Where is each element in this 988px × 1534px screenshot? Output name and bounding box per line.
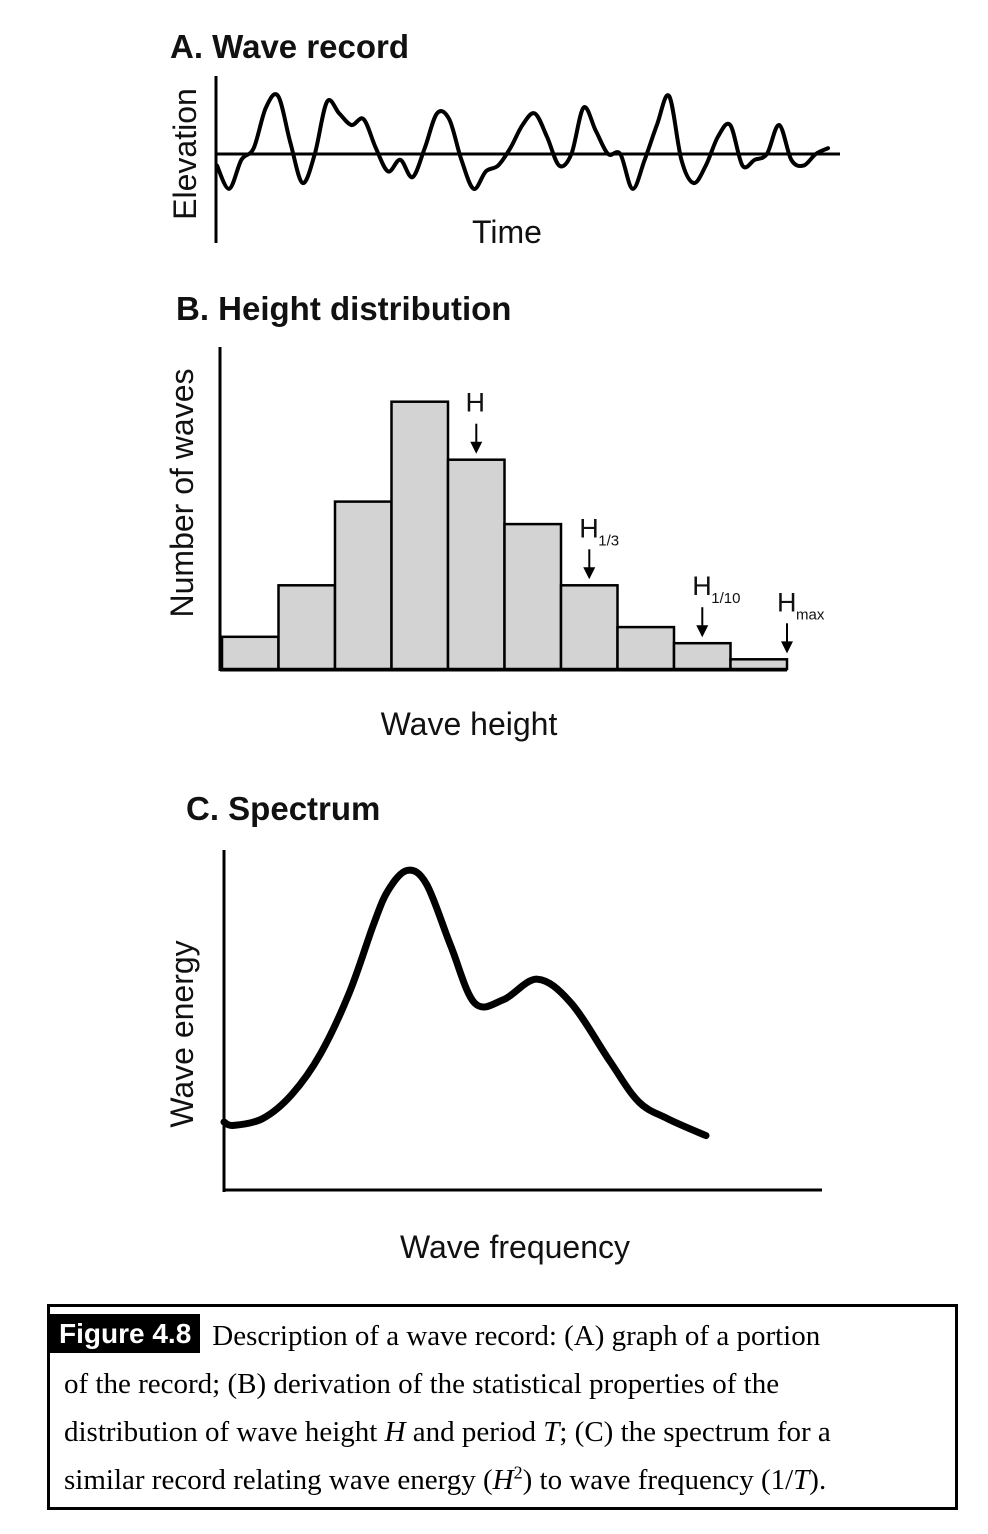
panel-b-y-label: Number of waves — [164, 369, 200, 618]
wave-record-line — [215, 92, 830, 191]
annotation-1-3: H 1/3 — [579, 513, 619, 580]
arrow-down-icon — [696, 625, 709, 638]
histogram-bar — [503, 522, 563, 671]
figure: A. Wave record Time Elevation B. Height … — [164, 28, 840, 1265]
annotation-label: H — [579, 513, 599, 543]
annotation-subscript: 1/3 — [598, 532, 619, 549]
figure-label: Figure 4.8 — [50, 1314, 201, 1353]
annotation-mean: H — [466, 388, 486, 454]
caption-line-2: of the record; (B) derivation of the sta… — [64, 1368, 780, 1400]
panel-c-y-label: Wave energy — [164, 940, 200, 1127]
caption-line-4: similar record relating wave energy (H2)… — [64, 1462, 827, 1496]
panel-c-x-label: Wave frequency — [400, 1229, 630, 1265]
histogram-bar — [446, 458, 506, 671]
caption-line-3: distribution of wave height H and period… — [64, 1416, 831, 1448]
arrow-down-icon — [583, 567, 596, 580]
arrow-down-icon — [781, 641, 793, 654]
panel-a: A. Wave record Time Elevation — [167, 28, 840, 250]
histogram-bar — [333, 500, 393, 671]
arrow-down-icon — [470, 441, 483, 454]
panel-a-title: A. Wave record — [170, 28, 409, 65]
annotation-label: H — [777, 587, 797, 617]
annotation-label: H — [692, 571, 712, 601]
histogram-bar — [390, 400, 450, 671]
histogram-bar — [729, 658, 789, 671]
spectrum-line — [220, 866, 710, 1140]
panel-a-y-label: Elevation — [167, 88, 203, 220]
panel-b-x-label: Wave height — [381, 706, 558, 742]
histogram-bar — [559, 584, 619, 671]
histogram-bar — [672, 641, 732, 671]
annotation-subscript: max — [796, 606, 825, 623]
histogram-bar — [616, 625, 676, 671]
annotation-label: H — [466, 388, 486, 418]
histogram-bar — [220, 635, 280, 671]
panel-a-x-label: Time — [472, 214, 542, 250]
panel-c-title: C. Spectrum — [186, 790, 380, 827]
height-distribution-bars — [220, 400, 789, 671]
panel-b-title: B. Height distribution — [176, 290, 511, 327]
histogram-bar — [277, 584, 337, 671]
annotation-1-10: H 1/10 — [692, 571, 741, 638]
caption-line-1: Figure 4.8 Description of a wave record: … — [50, 1312, 943, 1360]
panel-c: C. Spectrum Wave frequency Wave energy — [164, 790, 822, 1265]
figure-caption: Figure 4.8 Description of a wave record: … — [47, 1304, 958, 1510]
annotation-subscript: 1/10 — [711, 590, 740, 607]
